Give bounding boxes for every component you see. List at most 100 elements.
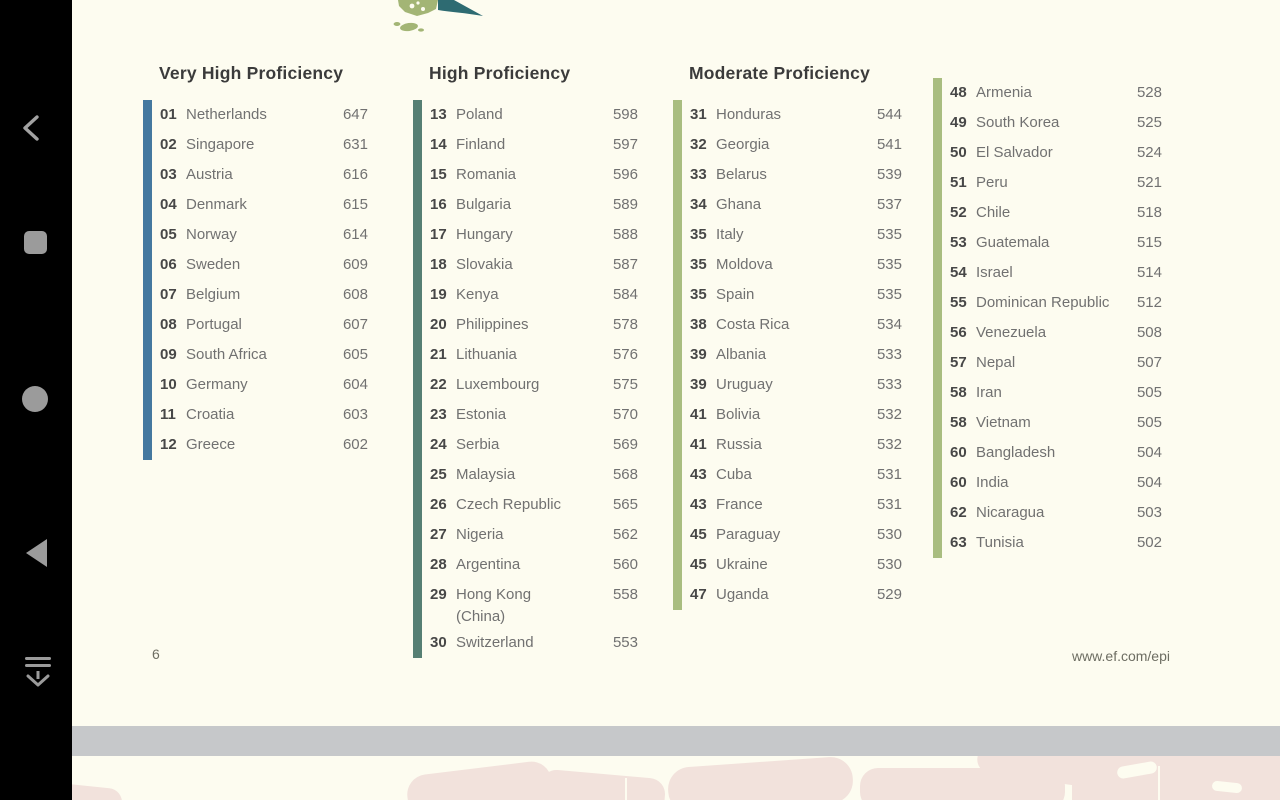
rank-number: 50 [950, 144, 967, 161]
ranking-row: 26 Czech Republic 565 [430, 490, 638, 520]
country-name: Italy [716, 226, 744, 243]
score-value: 508 [1136, 324, 1162, 341]
rank-number: 24 [430, 436, 447, 453]
rank-number: 60 [950, 444, 967, 461]
ranking-row: 43 Cuba 531 [690, 460, 902, 490]
ranking-row: 20 Philippines 578 [430, 310, 638, 340]
rank-number: 15 [430, 166, 447, 183]
country-name: South Korea [976, 114, 1060, 131]
map-meridian-line [625, 778, 627, 800]
country-name: Guatemala [976, 234, 1050, 251]
country-name: Finland [456, 136, 506, 153]
rank-number: 57 [950, 354, 967, 371]
country-name: Estonia [456, 406, 507, 423]
rank-number: 30 [430, 634, 447, 651]
ranking-row: 63 Tunisia 502 [950, 528, 1162, 558]
country-name: Nicaragua [976, 504, 1045, 521]
ranking-rows: 48 Armenia 528 49 South Korea 525 50 El Salvado… [950, 78, 1162, 558]
country-name: India [976, 474, 1009, 491]
proficiency-level-header: Moderate Proficiency [689, 63, 870, 83]
rank-number: 39 [690, 346, 707, 363]
score-value: 504 [1136, 474, 1162, 491]
ranking-row: 02 Singapore 631 [160, 130, 368, 160]
ranking-rows: 01 Netherlands 647 02 Singapore 631 03 Austria 6… [160, 100, 368, 460]
score-value: 553 [612, 634, 638, 651]
country-name: Venezuela [976, 324, 1047, 341]
rank-number: 60 [950, 474, 967, 491]
rank-number: 22 [430, 376, 447, 393]
back-chevron-icon[interactable] [21, 114, 43, 142]
score-value: 604 [342, 376, 368, 393]
ranking-row: 62 Nicaragua 503 [950, 498, 1162, 528]
score-value: 584 [612, 286, 638, 303]
home-circle-icon[interactable] [22, 386, 48, 412]
ranking-row: 14 Finland 597 [430, 130, 638, 160]
country-name: Chile [976, 204, 1011, 221]
next-page-preview[interactable] [72, 756, 1280, 800]
rank-number: 25 [430, 466, 447, 483]
ranking-row: 09 South Africa 605 [160, 340, 368, 370]
rank-number: 38 [690, 316, 707, 333]
page-down-bar [25, 664, 51, 667]
score-value: 507 [1136, 354, 1162, 371]
rank-number: 04 [160, 196, 177, 213]
country-name: Cuba [716, 466, 752, 483]
back-triangle-icon[interactable] [26, 539, 47, 567]
rank-number: 16 [430, 196, 447, 213]
score-value: 505 [1136, 384, 1162, 401]
country-name: El Salvador [976, 144, 1053, 161]
score-value: 530 [876, 556, 902, 573]
map-landmass [666, 756, 855, 800]
score-value: 647 [342, 106, 368, 123]
rank-number: 53 [950, 234, 967, 251]
country-name: Uganda [716, 586, 769, 603]
score-value: 615 [342, 196, 368, 213]
ranking-row: 31 Honduras 544 [690, 100, 902, 130]
score-value: 539 [876, 166, 902, 183]
proficiency-color-band [673, 100, 682, 610]
score-value: 535 [876, 286, 902, 303]
score-value: 515 [1136, 234, 1162, 251]
rank-number: 08 [160, 316, 177, 333]
ranking-row: 58 Iran 505 [950, 378, 1162, 408]
score-value: 570 [612, 406, 638, 423]
map-meridian-line [1158, 766, 1160, 800]
country-name: Iran [976, 384, 1002, 401]
score-value: 614 [342, 226, 368, 243]
page-down-icon[interactable] [25, 657, 51, 692]
rank-number: 63 [950, 534, 967, 551]
ranking-row: 03 Austria 616 [160, 160, 368, 190]
ranking-row: 24 Serbia 569 [430, 430, 638, 460]
ranking-row: 48 Armenia 528 [950, 78, 1162, 108]
score-value: 505 [1136, 414, 1162, 431]
rank-number: 10 [160, 376, 177, 393]
page-number: 6 [152, 646, 160, 662]
score-value: 503 [1136, 504, 1162, 521]
country-name: Dominican Republic [976, 294, 1110, 311]
rank-number: 58 [950, 384, 967, 401]
rank-number: 47 [690, 586, 707, 603]
rank-number: 01 [160, 106, 177, 123]
ranking-row: 22 Luxembourg 575 [430, 370, 638, 400]
country-name: Argentina [456, 556, 521, 573]
rank-number: 35 [690, 226, 707, 243]
country-name: Denmark [186, 196, 247, 213]
ranking-row: 15 Romania 596 [430, 160, 638, 190]
document-page[interactable]: Very High Proficiency 01 Netherlands 647 02… [72, 0, 1280, 726]
ranking-row: 17 Hungary 588 [430, 220, 638, 250]
ranking-row: 05 Norway 614 [160, 220, 368, 250]
ranking-row: 32 Georgia 541 [690, 130, 902, 160]
country-name: Austria [186, 166, 233, 183]
score-value: 535 [876, 226, 902, 243]
score-value: 530 [876, 526, 902, 543]
proficiency-column: Moderate Proficiency 31 Honduras 544 32 Geor… [673, 62, 902, 610]
rank-number: 18 [430, 256, 447, 273]
rank-number: 43 [690, 496, 707, 513]
proficiency-column: 48 Armenia 528 49 South Korea 525 50 El Salvado… [933, 62, 1162, 558]
rank-number: 58 [950, 414, 967, 431]
rank-number: 27 [430, 526, 447, 543]
ranking-row: 49 South Korea 525 [950, 108, 1162, 138]
proficiency-column: High Proficiency 13 Poland 598 14 Finland 597… [413, 62, 638, 658]
score-value: 575 [612, 376, 638, 393]
recents-square-icon[interactable] [24, 231, 47, 254]
